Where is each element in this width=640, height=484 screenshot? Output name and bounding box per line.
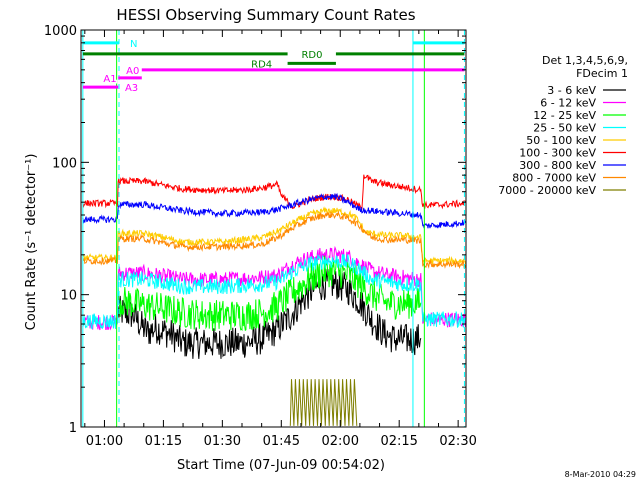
- y-axis-label: Count Rate (s⁻¹ detector⁻¹): [24, 154, 39, 331]
- x-tick-label: 01:15: [145, 434, 182, 449]
- data-layer: [82, 30, 467, 427]
- series-line-3: [117, 255, 422, 332]
- legend-label-3: 12 - 25 keV: [533, 109, 596, 122]
- legend-label-8: 800 - 7000 keV: [512, 172, 596, 185]
- plot-frame: [80, 29, 467, 428]
- footer-date: 8-Mar-2010 04:29: [565, 470, 636, 479]
- x-tick-label: 01:00: [86, 434, 123, 449]
- flag-label-rd0: RD0: [301, 50, 322, 61]
- legend-label-1: 3 - 6 keV: [547, 84, 596, 97]
- axes-layer: 01:00 01:15 01:30 01:45 02:00 02:15 02:30 1 10 10…: [44, 24, 477, 449]
- y-tick-label: 1: [69, 421, 77, 436]
- series-line-6: [82, 174, 467, 212]
- flag-label-n: N: [130, 39, 137, 50]
- legend-title-line: FDecim 1: [576, 67, 628, 80]
- flag-label-a3: A3: [125, 83, 138, 94]
- legend-label-9: 7000 - 20000 keV: [498, 184, 596, 197]
- chart-title: HESSI Observing Summary Count Rates: [116, 6, 415, 24]
- legend-label-4: 25 - 50 keV: [533, 122, 596, 135]
- series-line-1: [117, 268, 422, 359]
- legend-label-2: 6 - 12 keV: [540, 97, 596, 110]
- x-tick-label: 01:30: [204, 434, 241, 449]
- legend-label-5: 50 - 100 keV: [526, 134, 596, 147]
- x-tick-label: 02:15: [380, 434, 417, 449]
- flag-label-a0: A0: [126, 66, 139, 77]
- x-tick-label: 01:45: [263, 434, 300, 449]
- x-tick-label: 02:30: [439, 434, 476, 449]
- series-line-8: [82, 210, 467, 269]
- legend-title-line: Det 1,3,4,5,6,9,: [542, 54, 628, 67]
- series-line-9: [289, 379, 358, 426]
- observing-flags-layer: N RD0 RD4 A0 A1 A3: [82, 37, 465, 96]
- y-tick-label: 1000: [44, 24, 77, 39]
- flag-label-a1: A1: [103, 74, 116, 85]
- legend-label-7: 300 - 800 keV: [519, 159, 596, 172]
- y-tick-label: 10: [60, 289, 77, 304]
- x-tick-label: 02:00: [322, 434, 359, 449]
- x-axis-label: Start Time (07-Jun-09 00:54:02): [177, 458, 385, 473]
- series-line-7: [82, 192, 467, 229]
- legend-label-6: 100 - 300 keV: [519, 147, 596, 160]
- series-line-4: [82, 253, 467, 330]
- flag-label-rd4: RD4: [251, 59, 272, 70]
- y-tick-label: 100: [52, 156, 77, 171]
- series-line-5: [82, 206, 467, 265]
